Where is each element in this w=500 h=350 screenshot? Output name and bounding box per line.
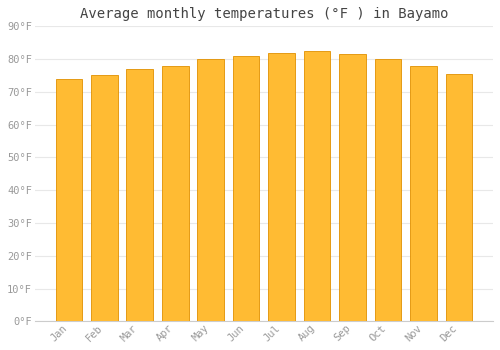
- Bar: [304, 51, 330, 321]
- Bar: [374, 59, 402, 321]
- Bar: [268, 52, 295, 321]
- Bar: [233, 56, 260, 321]
- Bar: [446, 74, 472, 321]
- Bar: [91, 76, 118, 321]
- Bar: [162, 65, 188, 321]
- Bar: [198, 59, 224, 321]
- Bar: [339, 54, 366, 321]
- Title: Average monthly temperatures (°F ) in Bayamo: Average monthly temperatures (°F ) in Ba…: [80, 7, 448, 21]
- Bar: [410, 65, 437, 321]
- Bar: [56, 79, 82, 321]
- Bar: [126, 69, 153, 321]
